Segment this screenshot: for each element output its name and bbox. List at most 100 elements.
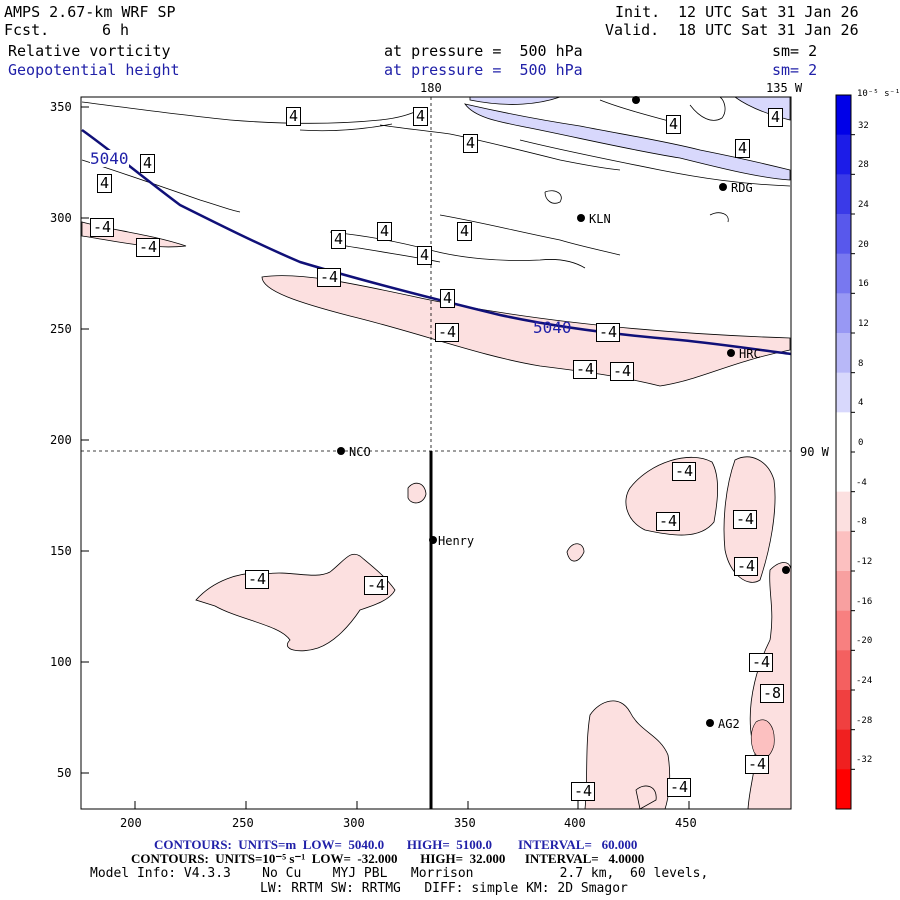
station-dot	[429, 536, 437, 544]
colorbar-segment	[836, 214, 851, 255]
vort-label: -4	[364, 576, 389, 595]
y-tick-label: 150	[50, 544, 72, 558]
colorbar-tick-label: 28	[858, 160, 869, 171]
vort-label: 4	[768, 108, 784, 127]
negative-vorticity-blob-a	[407, 482, 427, 504]
colorbar-tick-label: -32	[856, 755, 873, 766]
station-label-nco: NCO	[349, 445, 371, 459]
field1-level: at pressure = 500 hPa	[384, 42, 583, 60]
contour-line	[81, 101, 421, 124]
vort-label: -4	[749, 653, 774, 672]
negative-vorticity-blob-b	[566, 543, 585, 562]
colorbar-segment	[836, 372, 851, 413]
vort-label: -4	[435, 323, 460, 342]
station-dot	[727, 349, 735, 357]
colorbar-segment	[836, 333, 851, 374]
vort-label: 4	[463, 134, 479, 153]
station-dot	[337, 447, 345, 455]
vort-label: 4	[377, 222, 393, 241]
meridian-label-135w: 135 W	[766, 81, 803, 95]
contour-line	[689, 97, 726, 121]
contour-line	[81, 159, 241, 213]
vort-label: -4	[136, 238, 161, 257]
station-label-rdg: RDG	[731, 181, 753, 195]
colorbar-tick-label: -28	[856, 715, 873, 726]
contour-line	[439, 214, 621, 256]
colorbar-unit: 10⁻⁵ s⁻¹	[857, 89, 900, 99]
y-tick-label: 100	[50, 655, 72, 669]
station-label-hrc: HRC	[739, 347, 761, 361]
x-tick-label: 300	[343, 816, 365, 830]
colorbar-segment	[836, 729, 851, 770]
colorbar-tick-label: -20	[856, 636, 873, 647]
colorbar-tick-label: 8	[858, 358, 864, 369]
colorbar	[835, 94, 855, 810]
contour-line	[544, 190, 562, 204]
vort-label: 4	[413, 107, 429, 126]
vort-label: -8	[760, 684, 785, 703]
footer-height-contours: CONTOURS: UNITS=m LOW= 5040.0 HIGH= 5100…	[154, 837, 638, 852]
vort-label: 4	[417, 246, 433, 265]
x-tick-label: 200	[120, 816, 142, 830]
vort-label: 4	[286, 107, 302, 126]
height-contour-5040	[81, 128, 791, 356]
colorbar-tick-label: 4	[858, 398, 864, 409]
vort-label: 4	[440, 289, 456, 308]
station-label-ag2: AG2	[718, 717, 740, 731]
valid-time: 18 UTC Sat 31 Jan 26	[678, 21, 859, 39]
vort-label: 4	[140, 154, 156, 173]
x-tick-label: 400	[564, 816, 586, 830]
station-label-kln: KLN	[589, 212, 611, 226]
station-dot	[706, 719, 714, 727]
station-dot	[719, 183, 727, 191]
colorbar-segment	[836, 610, 851, 651]
colorbar-tick-label: 16	[858, 279, 869, 290]
station-dot	[782, 566, 790, 574]
colorbar-segment	[836, 253, 851, 294]
negative-vorticity-band	[261, 275, 791, 387]
colorbar-segment	[836, 690, 851, 731]
y-tick-label: 200	[50, 433, 72, 447]
vort-label: -4	[667, 778, 692, 797]
y-tick-label: 50	[57, 766, 72, 780]
vort-label: -4	[90, 218, 115, 237]
contour-line	[379, 124, 621, 171]
colorbar-segment	[836, 293, 851, 334]
y-tick-label: 250	[50, 322, 72, 336]
colorbar-segment	[836, 531, 851, 572]
negative-vorticity-south	[584, 700, 671, 809]
colorbar-segment	[836, 571, 851, 612]
vort-label: -4	[745, 755, 770, 774]
vort-label: -4	[596, 323, 621, 342]
field1-smooth: sm= 2	[772, 42, 818, 60]
contour-line	[299, 123, 393, 132]
forecast-hours: 6 h	[102, 21, 130, 39]
colorbar-tick-label: 24	[858, 200, 869, 210]
contour-line	[519, 139, 791, 187]
vort-label: -4	[245, 570, 270, 589]
height-contour-label: 5040	[90, 149, 129, 168]
init-label: Init.	[615, 3, 661, 21]
colorbar-tick-label: 12	[858, 319, 869, 329]
vort-label: 4	[331, 230, 347, 249]
colorbar-tick-label: -24	[856, 676, 873, 686]
vort-label: 4	[97, 174, 113, 193]
station-label-henry: Henry	[438, 534, 475, 548]
footer-model-info: Model Info: V4.3.3 No Cu MYJ PBL Morriso…	[90, 866, 709, 881]
colorbar-tick-label: 0	[858, 438, 864, 448]
footer-vort-contours: CONTOURS: UNITS=10⁻⁵ s⁻¹ LOW= -32.000 HI…	[131, 851, 645, 866]
height-contour-label: 5040	[533, 318, 572, 337]
colorbar-tick-label: -8	[856, 517, 867, 528]
field2-smooth: sm= 2	[772, 61, 818, 79]
colorbar-segment	[836, 174, 851, 215]
colorbar-segment	[836, 452, 851, 493]
colorbar-segment	[836, 650, 851, 691]
field2-name: Geopotential height	[8, 61, 180, 79]
axis-ticks	[81, 106, 690, 809]
y-tick-label: 350	[50, 100, 72, 114]
init-time: 12 UTC Sat 31 Jan 26	[678, 3, 859, 21]
colorbar-tick-label: -16	[856, 596, 873, 607]
station-dot	[577, 214, 585, 222]
colorbar-segment	[836, 491, 851, 532]
